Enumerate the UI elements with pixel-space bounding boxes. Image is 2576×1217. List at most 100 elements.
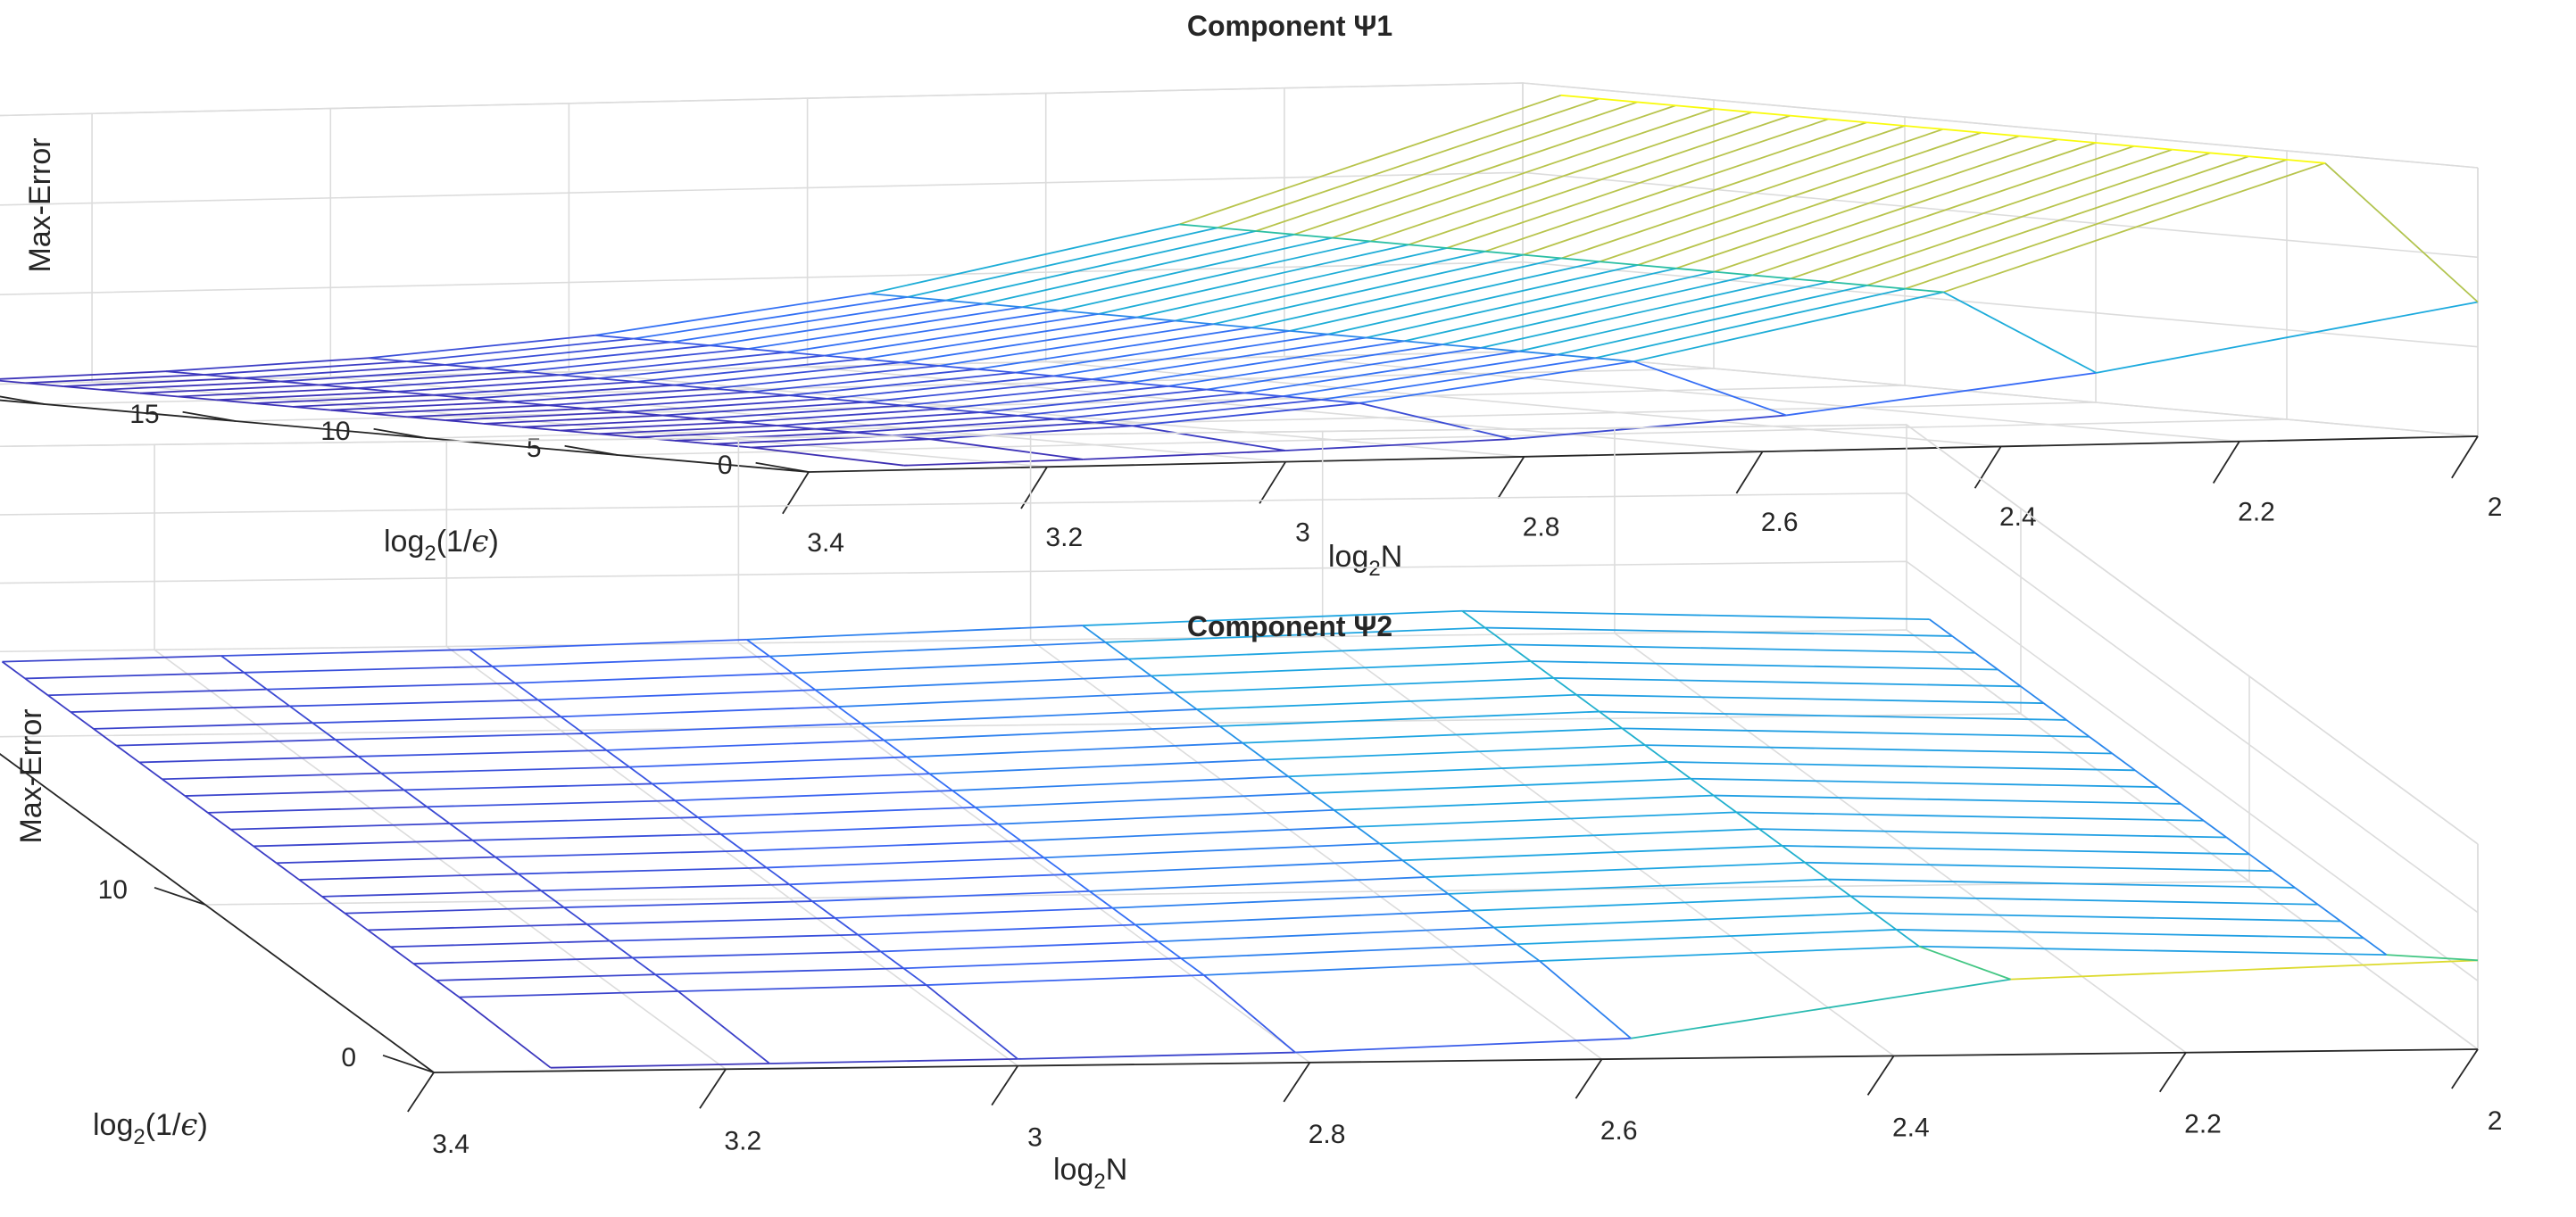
mesh-row-segment (518, 866, 767, 875)
mesh-column-segment (811, 900, 836, 919)
mesh-row-segment (471, 384, 675, 400)
mesh-row-segment (1484, 121, 1867, 253)
mesh-column-segment (1168, 385, 1207, 391)
mesh-column-segment (2286, 159, 2325, 164)
y-tick-label: 10 (320, 417, 350, 446)
mesh-row-segment (1943, 161, 2326, 294)
grid-line-z (0, 629, 2479, 1050)
mesh-row-segment (880, 940, 1159, 953)
mesh-column-segment (1997, 668, 2022, 688)
mesh-row-segment (1484, 626, 1953, 637)
mesh-row-segment (750, 368, 977, 393)
mesh-column-segment (514, 682, 539, 701)
mesh-row-segment (677, 984, 927, 992)
mesh-column-segment (1461, 610, 1486, 629)
mesh-row-segment (1092, 336, 1367, 381)
x-tick-label: 2.2 (2238, 497, 2275, 526)
mesh-column-segment (357, 756, 382, 774)
mesh-column-segment (1758, 828, 1783, 847)
mesh-column-segment (165, 370, 204, 376)
mesh-column-segment (471, 397, 511, 403)
mesh-column-segment (926, 984, 1018, 1060)
x-tick-mark (1283, 1062, 1311, 1103)
grid-line-y (0, 509, 2022, 738)
mesh-column-segment (860, 723, 885, 741)
mesh-row-segment (984, 233, 1294, 305)
mesh-row-segment (1408, 114, 1791, 246)
mesh-column-segment (975, 807, 999, 825)
mesh-row-segment (1129, 340, 1405, 384)
mesh-row-segment (746, 625, 1083, 641)
mesh-column-segment (24, 677, 49, 696)
mesh-column-segment (2095, 142, 2134, 147)
mesh-column-segment (138, 761, 163, 780)
mesh-column-segment (319, 384, 358, 390)
mesh-column-segment (1675, 104, 1715, 110)
mesh-column-segment (586, 408, 625, 413)
mesh-row-segment (162, 772, 382, 781)
mesh-row-segment (1873, 912, 2341, 923)
mesh-row-segment (1334, 794, 1714, 811)
mesh-column-segment (769, 655, 794, 675)
mesh-row-segment (1379, 828, 1760, 845)
mesh-row-segment (1637, 135, 2020, 266)
mesh-row-segment (751, 438, 931, 449)
mesh-row-segment (827, 375, 1054, 400)
mesh-row-segment (815, 414, 1018, 430)
mesh-column-segment (289, 705, 313, 724)
mesh-row-segment (720, 823, 999, 835)
mesh-row-segment (1402, 845, 1782, 862)
mesh-column-segment (880, 950, 904, 969)
mesh-row-segment (1293, 104, 1676, 236)
y-axis-label: log2(1/ϵ) (384, 524, 499, 566)
mesh-row-segment (445, 341, 672, 366)
mesh-row-segment (938, 323, 1214, 367)
mesh-column-segment (2133, 145, 2173, 151)
mesh-column-segment (710, 344, 749, 350)
mesh-column-segment (1557, 353, 1596, 360)
mesh-row-segment (1828, 152, 2211, 283)
mesh-column-segment (945, 299, 985, 305)
mesh-column-segment (471, 840, 496, 858)
mesh-row-segment (1310, 777, 1691, 794)
mesh-column-segment (2057, 138, 2097, 144)
mesh-column-segment (369, 412, 408, 418)
mesh-row-segment (1181, 943, 1517, 959)
mesh-row-segment (609, 933, 859, 942)
mesh-row-segment (1805, 861, 2273, 873)
mesh-column-segment (139, 392, 179, 398)
mesh-column-segment (1804, 862, 1829, 881)
mesh-row-segment (1112, 892, 1449, 909)
mesh-row-segment (1539, 945, 1920, 962)
mesh-column-segment (220, 655, 245, 674)
x-tick-label: 2.8 (1309, 1120, 1346, 1149)
mesh-column-segment (942, 408, 980, 413)
mesh-column-segment (747, 348, 786, 353)
mesh-row-segment (636, 427, 816, 438)
y-tick-mark (373, 427, 428, 439)
mesh-column-segment (380, 772, 405, 791)
mesh-row-segment (472, 832, 721, 841)
mesh-column-segment (162, 778, 186, 797)
mesh-column-segment (1408, 244, 1448, 249)
x-tick-label: 2.6 (1600, 1116, 1638, 1146)
mesh-column-segment (395, 391, 434, 396)
mesh-row-segment (1327, 264, 1639, 335)
mesh-row-segment (541, 883, 790, 892)
mesh-column-segment (312, 722, 337, 741)
mesh-row-segment (335, 733, 584, 741)
x-tick-label: 3.2 (1045, 523, 1083, 552)
mesh-column-segment (929, 438, 1084, 460)
mesh-row-segment (712, 365, 940, 390)
grid-line-z (0, 261, 2479, 348)
mesh-column-segment (1621, 727, 1646, 746)
mesh-column-segment (2248, 155, 2288, 161)
mesh-row-segment (254, 393, 434, 404)
mesh-row-segment (1518, 281, 1830, 352)
mesh-column-segment (1782, 845, 1806, 864)
x-tick-label: 3 (1027, 1123, 1043, 1153)
mesh-row-segment (1089, 876, 1425, 892)
mesh-column-segment (766, 866, 790, 885)
mesh-column-segment (1516, 943, 1541, 962)
mesh-column-segment (1918, 945, 2011, 981)
